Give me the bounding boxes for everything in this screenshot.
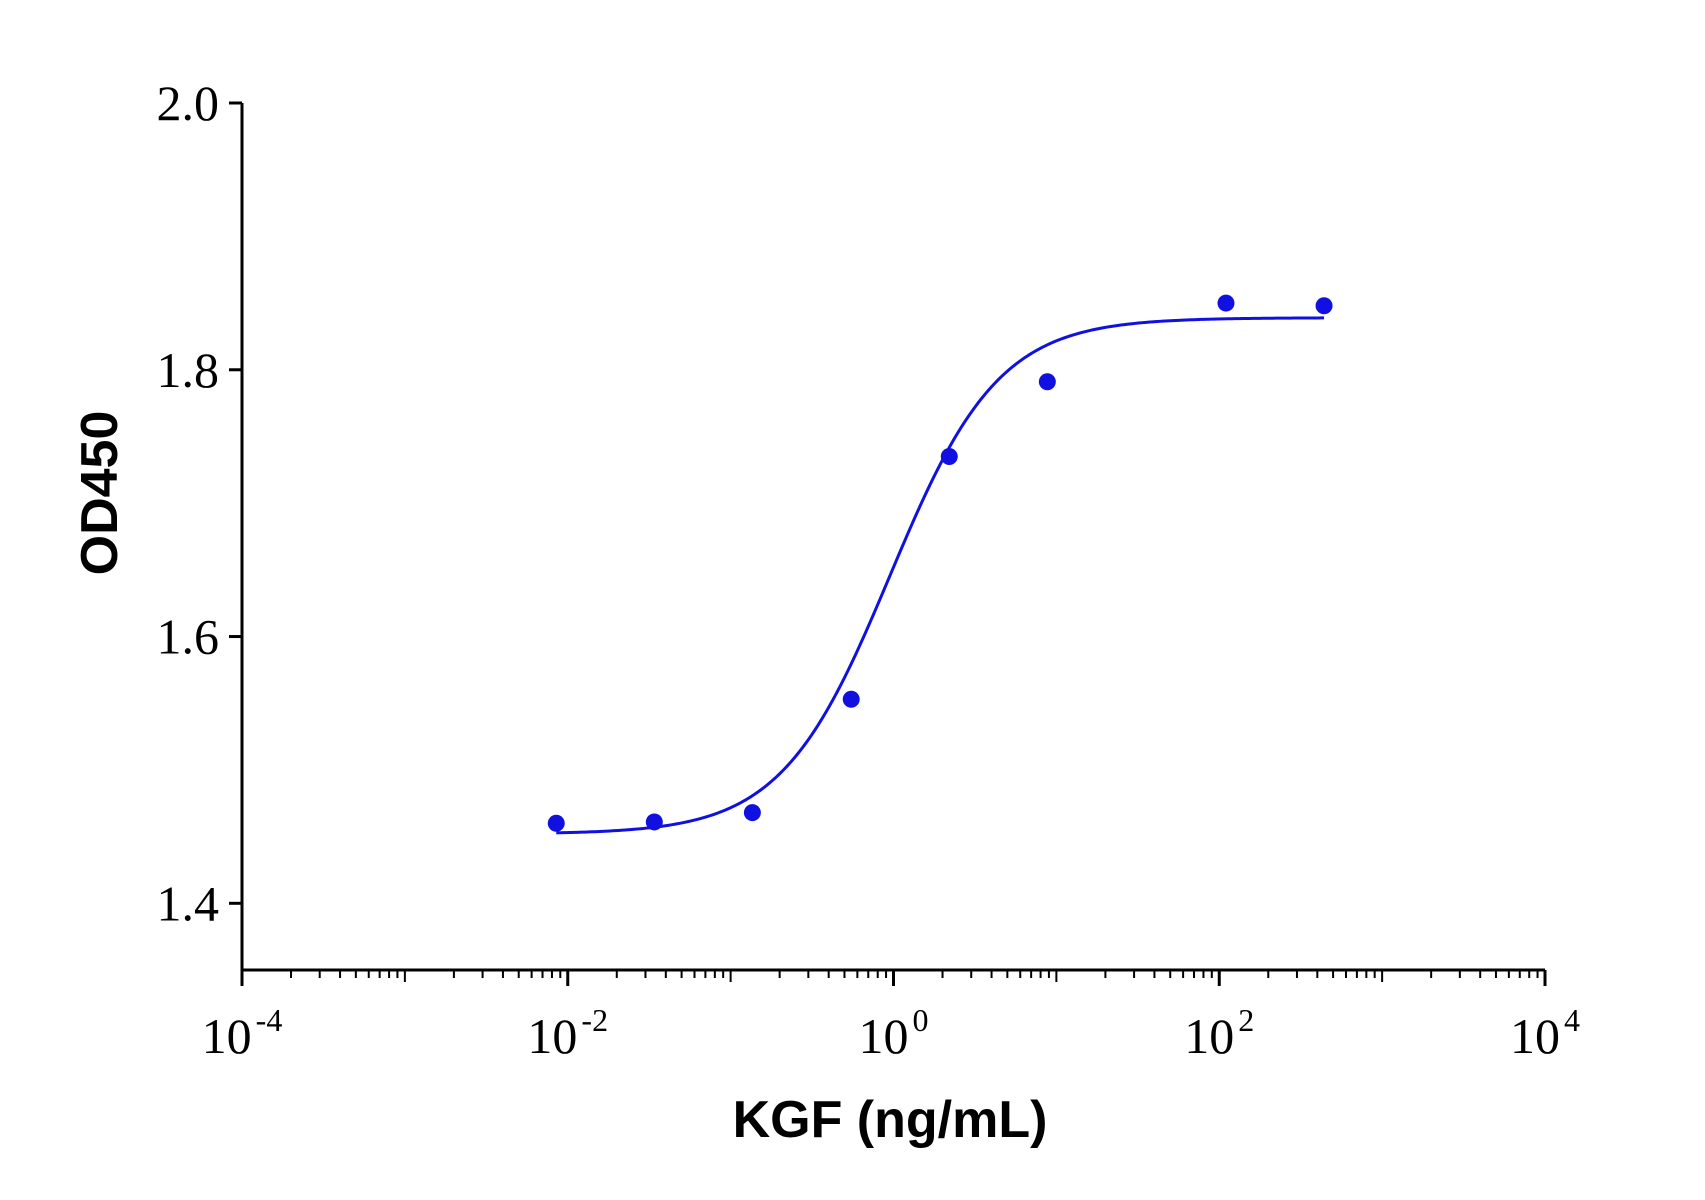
x-tick-label-base: 10	[1510, 1008, 1560, 1064]
data-points	[547, 294, 1333, 832]
x-tick-label-exponent: -4	[256, 1002, 283, 1038]
y-axis-title: OD450	[71, 411, 129, 576]
x-tick-label-exponent: 0	[913, 1002, 929, 1038]
ticks	[229, 101, 1547, 986]
y-tick-label: 1.6	[157, 609, 220, 665]
x-tick-label-base: 10	[202, 1008, 252, 1064]
y-tick-label: 1.8	[157, 342, 220, 398]
x-tick-label-base: 10	[1184, 1008, 1234, 1064]
tick-labels: 1.41.61.82.010 -4 10 -2 10 0 10 2 10 4	[157, 75, 1581, 1064]
x-tick-label-exponent: 4	[1564, 1002, 1580, 1038]
data-point	[1038, 373, 1056, 391]
x-tick-label: 10 -4	[202, 1002, 283, 1064]
fit-curve	[556, 316, 1325, 835]
x-tick-label-exponent: -2	[581, 1002, 608, 1038]
y-tick-label: 2.0	[157, 75, 220, 131]
data-point	[645, 813, 663, 831]
data-point	[743, 804, 761, 822]
data-point	[547, 814, 565, 832]
x-tick-label: 10 0	[859, 1002, 929, 1064]
data-point	[1217, 294, 1235, 312]
data-point	[842, 690, 860, 708]
x-tick-label-exponent: 2	[1238, 1002, 1254, 1038]
x-tick-label-base: 10	[859, 1008, 909, 1064]
x-tick-label: 10 4	[1510, 1002, 1580, 1064]
x-tick-label-base: 10	[527, 1008, 577, 1064]
x-tick-label: 10 -2	[527, 1002, 608, 1064]
axes	[240, 103, 1545, 972]
data-point	[940, 447, 958, 465]
x-axis-title: KGF (ng/mL)	[733, 1091, 1048, 1149]
y-tick-label: 1.4	[157, 875, 220, 931]
x-tick-label: 10 2	[1184, 1002, 1254, 1064]
data-point	[1315, 297, 1333, 315]
